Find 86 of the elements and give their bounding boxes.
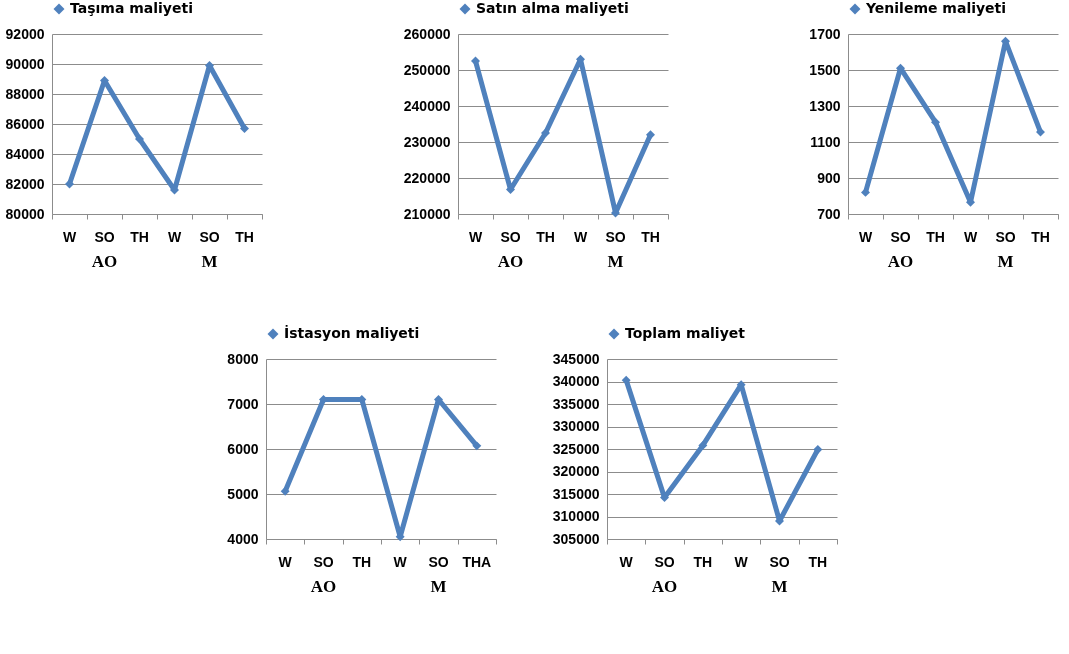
- y-tick-label: 6000: [227, 440, 259, 457]
- text: AO: [651, 577, 678, 596]
- y-tick-label: 5000: [227, 485, 259, 502]
- text: M: [771, 577, 788, 596]
- x-tick-label: W: [963, 229, 978, 245]
- text: M: [430, 577, 447, 596]
- point: [645, 130, 655, 140]
- y-tick-label: 1500: [809, 61, 841, 78]
- x-tick-label: SO: [94, 229, 115, 245]
- point: [240, 124, 249, 133]
- x-tick-label: TH: [1031, 229, 1050, 245]
- text: AO: [310, 577, 337, 596]
- legend-label: Satın alma maliyeti: [475, 0, 629, 16]
- point: [1036, 127, 1045, 137]
- x-tick-label: TH: [808, 554, 828, 570]
- x-tick-label: TH: [235, 229, 254, 245]
- x-tick-label: TH: [640, 229, 660, 245]
- y-tick-label: 900: [817, 169, 841, 186]
- x-tick-label: SO: [499, 229, 521, 245]
- point: [813, 444, 823, 454]
- y-tick-label: 7000: [227, 395, 259, 412]
- x-tick-label: SO: [654, 554, 675, 570]
- point: [472, 441, 482, 451]
- y-tick-label: 220000: [403, 169, 451, 186]
- y-tick-label: 1700: [809, 25, 841, 42]
- x-tick-label: W: [858, 229, 873, 245]
- x-tick-label: W: [278, 554, 293, 570]
- text: M: [997, 252, 1014, 271]
- y-tick-label: 4000: [227, 530, 259, 547]
- y-tick-label: 84000: [5, 145, 45, 162]
- y-tick-label: 260000: [403, 25, 451, 42]
- y-tick-label: 315000: [552, 485, 600, 502]
- y-tick-label: 340000: [552, 373, 600, 389]
- text: AO: [887, 252, 914, 271]
- y-tick-label: 1100: [810, 133, 841, 150]
- y-tick-label: 240000: [403, 97, 451, 114]
- x-tick-label: TH: [926, 229, 945, 245]
- y-tick-label: 1300: [809, 97, 841, 114]
- x-tick-label: SO: [313, 554, 334, 570]
- x-tick-label: W: [468, 229, 483, 245]
- x-tick-label: TH: [535, 229, 555, 245]
- point: [931, 117, 940, 127]
- x-tick-label: THA: [462, 554, 492, 570]
- text: AO: [91, 252, 118, 271]
- x-tick-label: W: [167, 229, 182, 245]
- x-tick-label: W: [734, 554, 749, 570]
- x-tick-label: W: [573, 229, 588, 245]
- text: AO: [497, 252, 523, 271]
- y-tick-label: 330000: [552, 418, 600, 434]
- y-tick-label: 210000: [403, 205, 451, 222]
- y-tick-label: 320000: [552, 463, 600, 479]
- legend-label: İstasyon maliyeti: [284, 325, 420, 341]
- legend-label: Yenileme maliyeti: [865, 0, 1007, 16]
- x-tick-label: SO: [890, 229, 911, 245]
- y-tick-label: 325000: [552, 440, 600, 457]
- legend-label: Taşıma maliyeti: [70, 0, 193, 16]
- y-tick-label: 90000: [5, 55, 45, 72]
- y-tick-label: 82000: [5, 175, 45, 192]
- y-tick-label: 86000: [5, 115, 45, 132]
- y-tick-label: 80000: [5, 205, 45, 222]
- y-tick-label: 92000: [5, 25, 45, 42]
- x-tick-label: W: [619, 554, 634, 570]
- x-tick-label: SO: [769, 554, 790, 570]
- y-tick-label: 250000: [403, 61, 451, 78]
- x-tick-label: TH: [352, 554, 372, 570]
- x-tick-label: W: [393, 554, 408, 570]
- y-tick-label: 700: [817, 205, 841, 222]
- y-tick-label: 310000: [552, 508, 600, 524]
- x-tick-label: TH: [130, 229, 149, 245]
- x-tick-label: SO: [995, 229, 1016, 245]
- x-tick-label: SO: [199, 229, 220, 245]
- text: M: [201, 252, 218, 271]
- x-tick-label: SO: [428, 554, 449, 570]
- point: [621, 375, 631, 385]
- y-tick-label: 305000: [552, 530, 600, 547]
- y-tick-label: 230000: [403, 133, 451, 150]
- x-tick-label: W: [62, 229, 77, 245]
- x-tick-label: SO: [604, 229, 626, 245]
- y-tick-label: 335000: [552, 395, 600, 412]
- x-tick-label: TH: [693, 554, 713, 570]
- text: M: [606, 252, 624, 271]
- y-tick-label: 345000: [552, 350, 600, 367]
- y-tick-label: 88000: [5, 85, 45, 102]
- point: [698, 440, 708, 450]
- legend-label: Toplam maliyet: [625, 325, 746, 341]
- y-tick-label: 8000: [227, 350, 259, 367]
